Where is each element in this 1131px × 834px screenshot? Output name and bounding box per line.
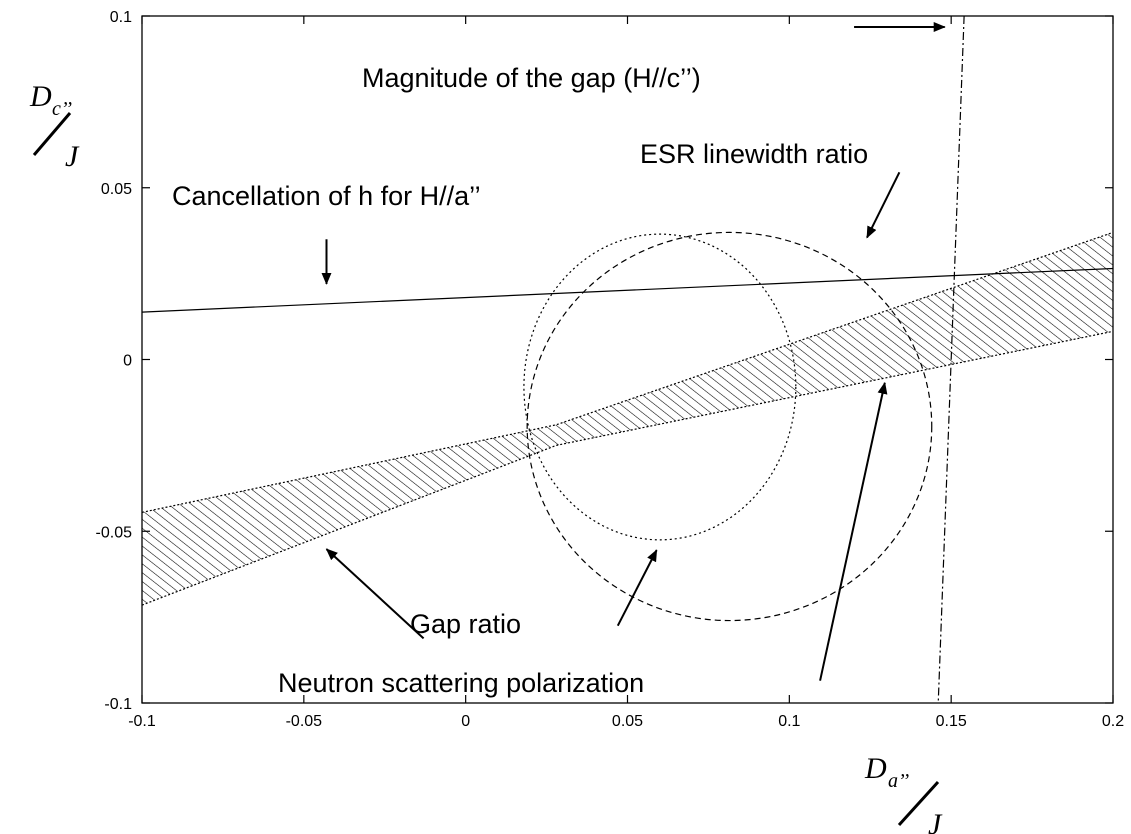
- x-axis-label-slash: [897, 780, 940, 827]
- annotation-arrow: [866, 171, 901, 239]
- cancellation-line: [142, 267, 1113, 313]
- x-axis-label-denominator: J: [928, 808, 943, 834]
- x-axis-label: D a’’ J: [864, 752, 943, 834]
- neutron-polarization-lower-edge: [142, 330, 1113, 606]
- x-axis-label-symbol: D: [864, 752, 887, 785]
- annotation-arrow: [325, 548, 425, 640]
- y-tick-label: -0.05: [96, 524, 133, 541]
- y-axis-label-symbol: D: [29, 80, 52, 113]
- neutron-polarization-band: [142, 232, 1113, 606]
- x-tick-label: 0.1: [778, 713, 800, 730]
- data-layer: [142, 16, 1113, 703]
- y-axis-label: D c’’ J: [29, 80, 80, 173]
- x-tick-label: 0.05: [612, 713, 643, 730]
- annotation-arrow: [616, 549, 658, 627]
- annotation-arrow: [819, 381, 888, 681]
- y-tick-label: 0.1: [110, 9, 132, 26]
- annotation-label: Neutron scattering polarization: [278, 668, 644, 698]
- esr-linewidth-curve: [526, 231, 933, 622]
- y-tick-label: -0.1: [104, 696, 132, 713]
- x-tick-label: 0.2: [1102, 713, 1124, 730]
- y-tick-label: 0.05: [101, 181, 132, 198]
- x-tick-label: 0.15: [936, 713, 967, 730]
- y-axis-label-slash: [32, 112, 72, 156]
- annotations: Magnitude of the gap (H//c’’) ESR linewid…: [172, 21, 946, 698]
- x-axis-label-subscript: a’’: [888, 770, 909, 792]
- y-axis-label-denominator: J: [65, 140, 80, 173]
- annotation-label: Gap ratio: [410, 609, 521, 639]
- neutron-polarization-upper-edge: [142, 231, 1113, 513]
- annotation-label: ESR linewidth ratio: [640, 139, 868, 169]
- x-tick-label: -0.05: [286, 713, 323, 730]
- annotation-label: Magnitude of the gap (H//c’’): [362, 63, 701, 93]
- annotation-label: Cancellation of h for H//a’’: [172, 181, 481, 211]
- y-tick-label: 0: [123, 353, 132, 370]
- y-axis-label-subscript: c’’: [52, 98, 72, 120]
- x-tick-label: 0: [461, 713, 470, 730]
- x-tick-label: -0.1: [128, 713, 156, 730]
- axis-ticks: -0.1 -0.05 0 0.05 0.1 0.15 0.2 -0.1 -0.05 0 0.05 0.…: [96, 9, 1125, 730]
